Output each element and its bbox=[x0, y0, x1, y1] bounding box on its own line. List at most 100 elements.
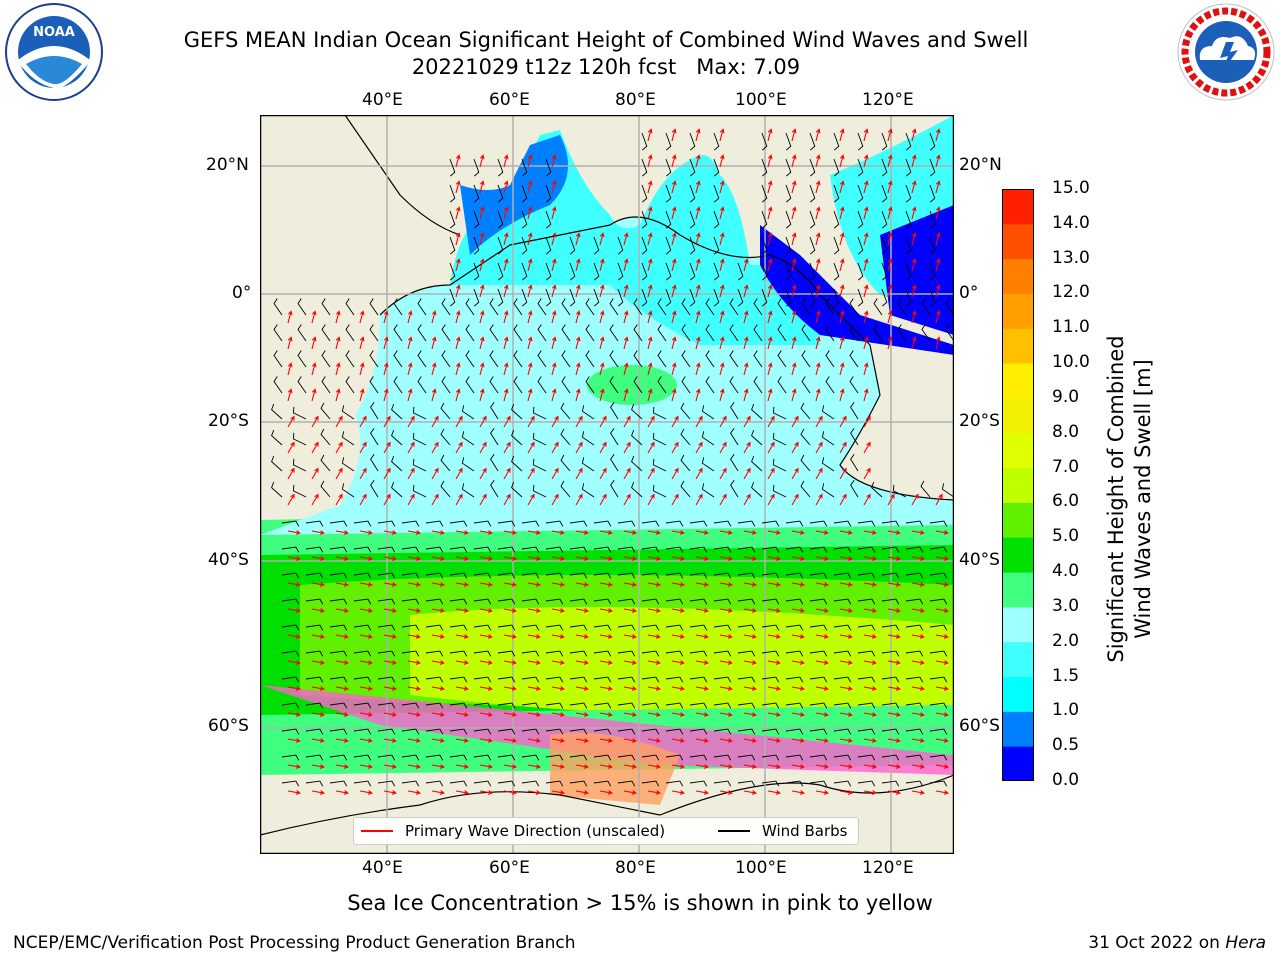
wave-direction-arrow bbox=[551, 258, 557, 272]
wave-direction-arrow bbox=[527, 180, 533, 194]
wind-barb bbox=[593, 754, 612, 761]
wind-barb bbox=[751, 455, 763, 472]
wind-barb bbox=[569, 650, 588, 657]
wind-barb bbox=[633, 350, 643, 368]
footer-date: 31 Oct 2022 on Hera bbox=[1088, 933, 1266, 953]
lon-label-bottom-80e: 80°E bbox=[615, 858, 656, 878]
wind-barb bbox=[449, 650, 468, 657]
wave-direction-arrow bbox=[527, 790, 541, 795]
wind-barb bbox=[689, 676, 708, 683]
wave-direction-arrow bbox=[791, 441, 799, 454]
wind-barb bbox=[785, 236, 792, 255]
wave-direction-arrow bbox=[311, 790, 325, 795]
wind-barb bbox=[305, 520, 324, 527]
wave-direction-arrow bbox=[455, 582, 469, 587]
wave-direction-arrow bbox=[935, 764, 949, 769]
wind-barb bbox=[905, 572, 924, 579]
wave-direction-arrow bbox=[431, 441, 439, 454]
wind-barb bbox=[581, 431, 595, 446]
wind-barb bbox=[532, 432, 547, 446]
wind-barb bbox=[881, 236, 888, 255]
wave-direction-arrow bbox=[815, 232, 821, 246]
wind-barb bbox=[857, 780, 876, 787]
wind-barb bbox=[641, 650, 660, 657]
wind-barb bbox=[401, 650, 420, 657]
wind-barb bbox=[665, 702, 684, 709]
wind-barb bbox=[785, 702, 804, 709]
wind-barb bbox=[641, 288, 648, 307]
wave-direction-arrow bbox=[695, 336, 701, 350]
wave-direction-arrow bbox=[719, 336, 725, 350]
wave-direction-arrow bbox=[359, 336, 365, 350]
wave-direction-arrow bbox=[767, 441, 775, 454]
wave-direction-arrow bbox=[479, 258, 485, 272]
wind-barb bbox=[680, 454, 691, 472]
wave-direction-arrow bbox=[695, 441, 703, 454]
wave-direction-arrow bbox=[599, 467, 607, 480]
wind-barb bbox=[440, 428, 451, 446]
wave-direction-arrow bbox=[311, 686, 325, 691]
wave-direction-arrow bbox=[359, 467, 367, 480]
wave-direction-arrow bbox=[407, 764, 421, 769]
wave-direction-arrow bbox=[551, 284, 557, 298]
wind-barb bbox=[377, 546, 396, 553]
wave-direction-arrow bbox=[479, 493, 487, 506]
colorbar-tick-label: 4.0 bbox=[1052, 561, 1080, 582]
wave-direction-arrow bbox=[311, 738, 325, 743]
wind-barb bbox=[449, 288, 456, 307]
wave-direction-arrow bbox=[935, 154, 941, 168]
wind-barb bbox=[593, 780, 612, 787]
wave-direction-arrow bbox=[575, 582, 589, 587]
wave-direction-arrow bbox=[863, 712, 877, 717]
wind-barb bbox=[521, 158, 528, 177]
wave-direction-arrow bbox=[599, 764, 613, 769]
wave-direction-arrow bbox=[455, 764, 469, 769]
wave-direction-arrow bbox=[887, 712, 901, 717]
wind-barb bbox=[449, 546, 468, 553]
wind-barb bbox=[425, 624, 444, 631]
wave-direction-arrow bbox=[431, 530, 445, 535]
legend-wind-label: Wind Barbs bbox=[762, 822, 848, 840]
wind-barb bbox=[417, 376, 427, 394]
wind-barb bbox=[391, 403, 403, 420]
wave-direction-arrow bbox=[839, 415, 847, 428]
wind-barb bbox=[705, 324, 715, 342]
wave-direction-arrow bbox=[935, 284, 941, 298]
wind-barb bbox=[569, 520, 588, 527]
wind-barb bbox=[560, 454, 571, 472]
wave-direction-arrow bbox=[911, 128, 917, 142]
wave-direction-arrow bbox=[503, 608, 517, 613]
wind-barb bbox=[761, 132, 768, 151]
wave-direction-arrow bbox=[911, 206, 917, 220]
wind-barb bbox=[809, 780, 828, 787]
wind-barb bbox=[929, 598, 948, 605]
wind-barb bbox=[305, 546, 324, 553]
wind-barb bbox=[905, 546, 924, 553]
colorbar-band bbox=[1002, 676, 1034, 712]
wind-barb bbox=[617, 780, 636, 787]
wave-direction-arrow bbox=[887, 310, 893, 324]
wind-barb bbox=[737, 624, 756, 631]
wave-direction-arrow bbox=[287, 582, 301, 587]
wave-direction-arrow bbox=[503, 154, 509, 168]
colorbar-tick-label: 13.0 bbox=[1052, 247, 1090, 268]
wind-barb bbox=[473, 728, 492, 735]
wave-direction-arrow bbox=[863, 608, 877, 613]
wind-barb bbox=[273, 350, 283, 368]
wave-direction-arrow bbox=[551, 310, 557, 324]
wave-direction-arrow bbox=[671, 467, 679, 480]
wave-direction-arrow bbox=[887, 336, 893, 350]
wind-barb bbox=[737, 780, 756, 787]
wave-direction-arrow bbox=[695, 180, 701, 194]
wave-direction-arrow bbox=[479, 764, 493, 769]
wind-barb bbox=[353, 754, 372, 761]
wave-direction-arrow bbox=[335, 310, 341, 324]
wave-direction-arrow bbox=[935, 556, 949, 561]
wave-direction-arrow bbox=[671, 582, 685, 587]
wind-barb bbox=[857, 650, 876, 657]
wind-barb bbox=[921, 324, 931, 342]
wind-barb bbox=[401, 624, 420, 631]
wind-barb bbox=[610, 428, 619, 446]
wind-barb bbox=[320, 454, 331, 472]
wind-barb bbox=[713, 520, 732, 527]
